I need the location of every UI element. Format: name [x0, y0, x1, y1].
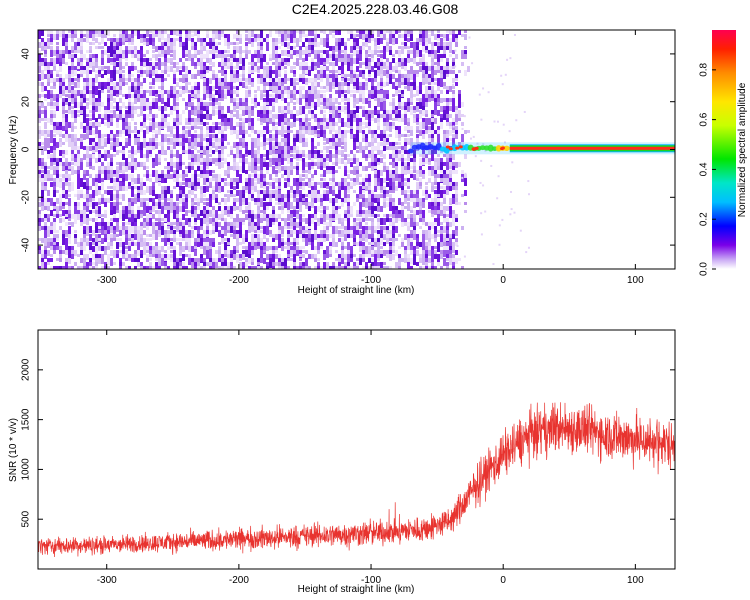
snr-y-tick: 2000	[21, 358, 675, 381]
snr-y-tick: 1000	[21, 458, 675, 481]
spectrogram-x-tick: 0	[500, 30, 506, 286]
spectrogram-x-tick: -100	[361, 30, 381, 286]
colorbar-label: Normalized spectral amplitude	[737, 82, 748, 217]
spectrogram-y-tick: 0	[21, 146, 675, 152]
snr-y-tick: 500	[21, 510, 675, 528]
chart-title: C2E4.2025.228.03.46.G08	[291, 1, 459, 17]
spectrogram-y-ticks: -40 -20 0 20 40	[21, 48, 675, 252]
colorbar-ticks: 0.0 0.2 0.4 0.6 0.8	[699, 62, 716, 276]
snr-x-ticks: -300 -200 -100 0 100	[97, 330, 644, 586]
spectrogram-plot-area	[38, 30, 675, 269]
snr-y-label: SNR (10 * v/v)	[8, 418, 19, 482]
colorbar-tick: 0.0	[699, 262, 716, 276]
spectrogram-y-tick: 20	[21, 96, 675, 107]
snr-y-ticks: 500 1000 1500 2000	[21, 358, 675, 528]
spectrogram-signal-line	[407, 142, 675, 155]
spectrogram-y-tick: -20	[21, 190, 675, 205]
colorbar-gradient	[712, 30, 736, 269]
snr-x-tick: -200	[229, 330, 249, 586]
colorbar-tick: 0.6	[699, 112, 716, 127]
snr-x-tick: 0	[500, 330, 506, 586]
snr-x-tick: -300	[97, 330, 117, 586]
snr-panel: -300 -200 -100 0 100 500 1000 1500 2000 Height …	[8, 329, 676, 595]
spectrogram-noise-cells	[38, 30, 531, 269]
snr-canvas	[38, 402, 675, 557]
spectrogram-x-ticks: -300 -200 -100 0 100	[97, 30, 644, 286]
snr-x-tick: 100	[627, 330, 644, 586]
spectrogram-x-tick: -300	[97, 30, 117, 286]
spectrogram-y-tick: 40	[21, 48, 675, 59]
snr-y-tick: 1500	[21, 408, 675, 431]
colorbar-tick: 0.4	[699, 162, 716, 176]
snr-x-tick: -100	[361, 330, 381, 586]
spectrogram-x-label: Height of straight line (km)	[298, 285, 415, 296]
colorbar: 0.0 0.2 0.4 0.6 0.8 Normalized spectral ampl…	[699, 30, 748, 276]
spectrogram-canvas	[38, 30, 675, 269]
spectrogram-y-tick: -40	[21, 237, 675, 252]
spectrogram-y-label: Frequency (Hz)	[8, 116, 19, 185]
snr-series-line	[38, 402, 675, 557]
spectrogram-x-tick: -200	[229, 30, 249, 286]
spectrogram-x-tick: 100	[627, 30, 644, 286]
colorbar-tick: 0.2	[699, 212, 716, 226]
snr-x-label: Height of straight line (km)	[298, 584, 415, 595]
colorbar-tick: 0.8	[699, 62, 716, 77]
snr-frame	[37, 329, 676, 570]
